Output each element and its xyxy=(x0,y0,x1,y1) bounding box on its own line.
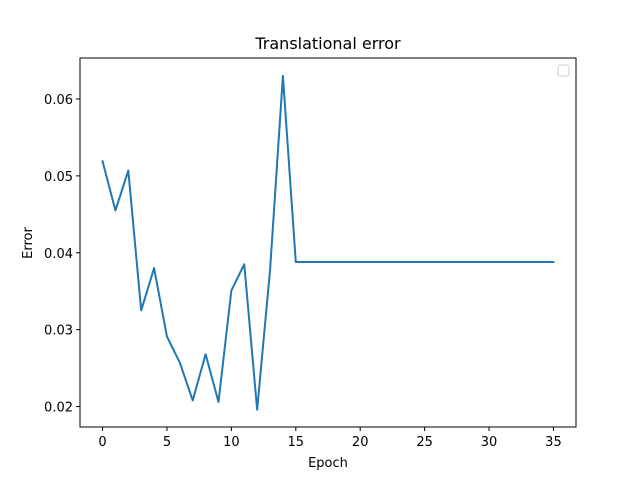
x-tick-label: 0 xyxy=(98,435,106,450)
x-axis-label: Epoch xyxy=(308,456,348,471)
x-tick-label: 5 xyxy=(163,435,171,450)
x-tick-label: 35 xyxy=(545,435,562,450)
y-tick-label: 0.04 xyxy=(44,247,73,262)
legend-box xyxy=(557,64,570,77)
y-axis-label: Error xyxy=(21,227,36,259)
y-axis: 0.02 0.03 0.04 0.05 0.06 xyxy=(44,93,80,416)
plot-area xyxy=(101,74,555,411)
x-tick-label: 15 xyxy=(288,435,305,450)
y-tick-label: 0.06 xyxy=(44,93,73,108)
x-tick-label: 10 xyxy=(223,435,240,450)
x-axis: 0 5 10 15 20 25 30 35 xyxy=(98,427,562,450)
x-tick-label: 20 xyxy=(352,435,369,450)
chart-title: Translational error xyxy=(254,34,401,53)
series-line-0 xyxy=(101,74,555,411)
x-tick-label: 30 xyxy=(481,435,498,450)
plot-frame xyxy=(79,57,577,428)
x-tick-label: 25 xyxy=(416,435,433,450)
y-tick-label: 0.03 xyxy=(44,324,73,339)
y-tick-label: 0.02 xyxy=(44,401,73,416)
y-tick-label: 0.05 xyxy=(44,170,73,185)
